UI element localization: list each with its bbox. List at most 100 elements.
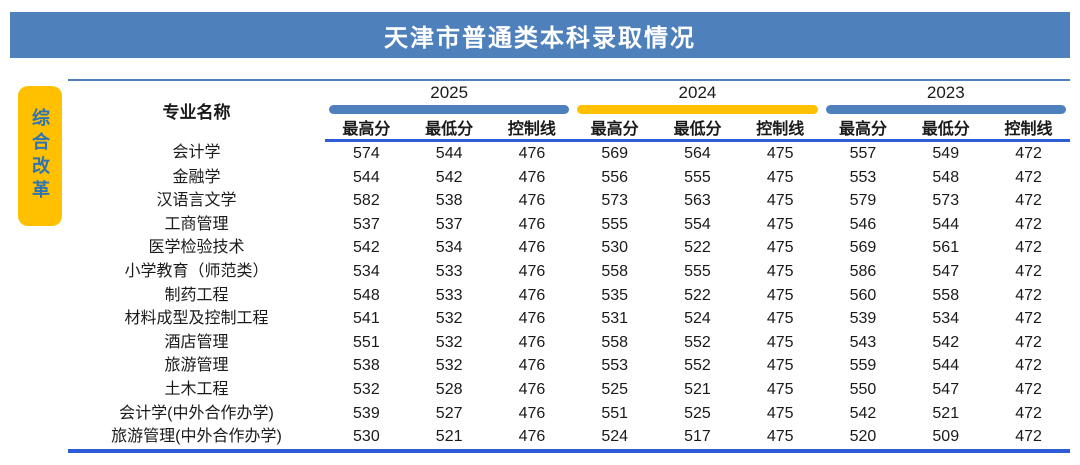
year-accent-bar	[577, 105, 818, 114]
table-body: 会计学 574 544 476 569 564 475 557 549 472 金融学 544 542 4…	[68, 141, 1070, 453]
score-cell: 544	[932, 215, 960, 233]
score-cell: 573	[932, 192, 960, 210]
score-cell: 475	[766, 380, 794, 398]
major-name: 会计学(中外合作办学)	[119, 404, 274, 422]
score-cell: 475	[766, 215, 794, 233]
column-header-min: 最低分	[904, 115, 988, 142]
score-cell: 521	[684, 380, 711, 398]
score-cell: 476	[518, 262, 546, 280]
score-cell: 544	[435, 145, 463, 162]
score-cell: 556	[601, 168, 629, 186]
score-cell: 472	[1015, 262, 1042, 280]
score-cell: 472	[987, 425, 1070, 453]
category-badge: 综合改革	[18, 86, 62, 226]
column-header-min: 最低分	[656, 115, 739, 142]
table-row: 会计学(中外合作办学) 539 527 476 551 525 475 542 521 472	[68, 402, 1070, 426]
score-cell: 549	[932, 145, 960, 162]
score-cell: 520	[821, 425, 905, 453]
column-header-line: 控制线	[987, 115, 1070, 142]
score-cell: 532	[435, 357, 463, 375]
major-name: 会计学	[172, 144, 221, 162]
page-title-banner: 天津市普通类本科录取情况	[10, 12, 1070, 58]
score-cell: 472	[1015, 215, 1042, 233]
category-badge-label: 综合改革	[30, 108, 50, 204]
table-row: 医学检验技术 542 534 476 530 522 475 569 561 472	[68, 236, 1070, 260]
score-cell: 547	[932, 262, 960, 280]
score-cell: 573	[601, 192, 629, 210]
year-label: 2023	[926, 83, 965, 102]
table-row: 材料成型及控制工程 541 532 476 531 524 475 539 534 472	[68, 307, 1070, 331]
score-cell: 555	[684, 262, 711, 280]
score-cell: 553	[601, 357, 629, 375]
score-cell: 472	[1015, 357, 1042, 375]
score-cell: 532	[353, 380, 380, 398]
score-cell: 475	[738, 425, 822, 453]
score-cell: 555	[601, 215, 629, 233]
score-cell: 525	[684, 404, 711, 422]
score-cell: 548	[353, 286, 380, 304]
score-cell: 522	[684, 239, 711, 257]
score-cell: 472	[1015, 333, 1042, 351]
score-cell: 582	[353, 192, 380, 210]
column-header-max: 最高分	[573, 115, 657, 142]
score-cell: 527	[435, 404, 463, 422]
year-accent-bar	[329, 105, 570, 114]
score-cell: 475	[766, 239, 794, 257]
score-cell: 557	[849, 145, 877, 162]
column-header-line: 控制线	[738, 115, 822, 142]
score-cell: 476	[518, 357, 546, 375]
score-cell: 544	[353, 168, 380, 186]
score-cell: 541	[353, 310, 380, 328]
score-cell: 472	[1015, 286, 1042, 304]
major-name: 工商管理	[164, 215, 229, 233]
year-label: 2025	[430, 83, 469, 102]
table-row: 小学教育（师范类） 534 533 476 558 555 475 586 547 472	[68, 260, 1070, 284]
score-cell: 509	[904, 425, 988, 453]
admissions-scores-table: 专业名称 2025 2024 2023 最高分	[68, 79, 1070, 453]
column-header-line: 控制线	[490, 115, 574, 142]
score-cell: 542	[353, 239, 380, 257]
major-name: 制药工程	[164, 286, 229, 304]
score-cell: 569	[601, 145, 629, 162]
year-header-2023: 2023	[822, 80, 1070, 115]
score-cell: 548	[932, 168, 960, 186]
score-cell: 475	[766, 333, 794, 351]
score-cell: 476	[518, 192, 546, 210]
score-cell: 531	[601, 310, 629, 328]
score-cell: 552	[684, 357, 711, 375]
column-header-min: 最低分	[407, 115, 491, 142]
score-cell: 547	[932, 380, 960, 398]
score-cell: 475	[766, 145, 794, 162]
score-cell: 560	[849, 286, 877, 304]
score-cell: 534	[435, 239, 463, 257]
major-name: 酒店管理	[164, 333, 229, 351]
score-cell: 539	[353, 404, 380, 422]
score-cell: 543	[849, 333, 877, 351]
year-header-2025: 2025	[325, 80, 573, 115]
major-name: 医学检验技术	[148, 239, 245, 257]
major-name: 金融学	[172, 168, 221, 186]
score-cell: 532	[435, 333, 463, 351]
major-name: 土木工程	[164, 380, 229, 398]
score-cell: 551	[601, 404, 629, 422]
score-cell: 533	[435, 262, 463, 280]
score-cell: 538	[435, 192, 463, 210]
score-cell: 558	[601, 333, 629, 351]
year-label: 2024	[678, 83, 717, 102]
score-cell: 542	[932, 333, 960, 351]
table-row: 旅游管理 538 532 476 553 552 475 559 544 472	[68, 354, 1070, 378]
score-cell: 553	[849, 168, 877, 186]
score-cell: 475	[766, 357, 794, 375]
score-cell: 534	[353, 262, 380, 280]
column-header-major: 专业名称	[162, 103, 231, 123]
table-row: 土木工程 532 528 476 525 521 475 550 547 472	[68, 378, 1070, 402]
score-cell: 472	[1015, 168, 1042, 186]
score-cell: 538	[353, 357, 380, 375]
score-cell: 472	[1015, 310, 1042, 328]
score-cell: 476	[518, 333, 546, 351]
score-cell: 552	[684, 333, 711, 351]
score-cell: 472	[1015, 380, 1042, 398]
table-row: 金融学 544 542 476 556 555 475 553 548 472	[68, 166, 1070, 190]
score-cell: 472	[1015, 192, 1042, 210]
score-cell: 530	[325, 425, 408, 453]
